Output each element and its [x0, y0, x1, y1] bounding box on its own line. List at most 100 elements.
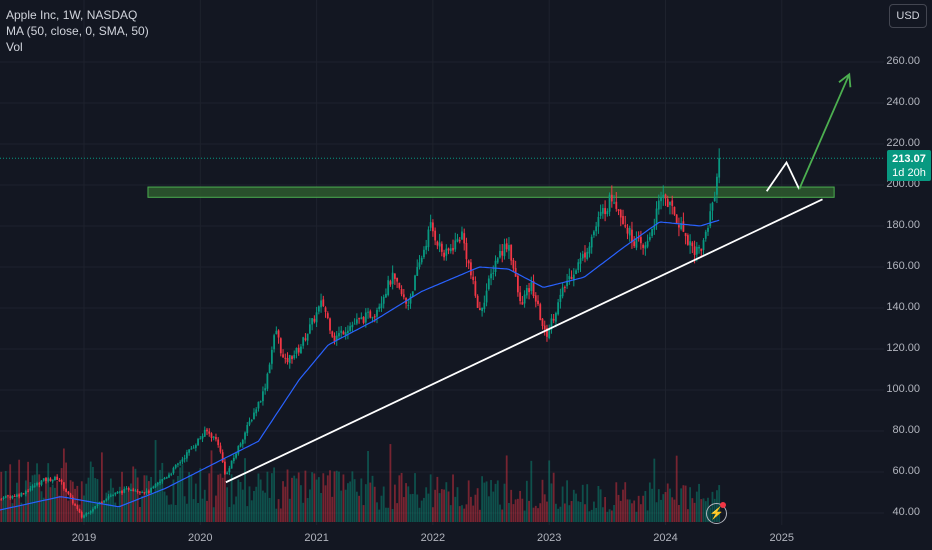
symbol-title[interactable]: Apple Inc, 1W, NASDAQ — [6, 8, 138, 22]
candle-body — [584, 252, 586, 258]
ma-indicator-label[interactable]: MA (50, close, 0, SMA, 50) — [6, 24, 149, 38]
candle-body — [71, 497, 74, 504]
volume-bar — [288, 498, 291, 522]
volume-bar — [65, 462, 68, 522]
candle-body — [78, 509, 81, 513]
volume-bar — [579, 501, 582, 522]
volume-bar — [584, 504, 586, 522]
candle-body — [539, 304, 542, 320]
volume-bar — [165, 495, 168, 522]
volume-bar — [96, 479, 99, 522]
candle-body — [418, 262, 421, 267]
candle-body — [470, 262, 472, 276]
candle-body — [248, 421, 251, 425]
candle-body — [711, 202, 714, 211]
y-tick-label: 160.00 — [886, 260, 920, 272]
volume-bar — [147, 481, 150, 522]
resistance-zone[interactable] — [147, 186, 835, 198]
volume-bar — [619, 500, 622, 522]
volume-bar — [76, 485, 79, 522]
drawings[interactable] — [0, 72, 884, 484]
volume-bar — [275, 508, 278, 522]
volume-bar — [29, 482, 32, 522]
projection-arrow — [798, 73, 851, 190]
volume-label[interactable]: Vol — [6, 40, 23, 54]
candle-body — [523, 294, 526, 304]
candle-body — [657, 200, 660, 210]
volume-bar — [378, 509, 381, 522]
lightning-icon[interactable]: ⚡ — [706, 503, 727, 524]
volume-bar — [168, 504, 170, 522]
volume-bar — [483, 482, 486, 522]
candle-body — [546, 328, 548, 337]
candle-body — [275, 330, 278, 335]
candle-body — [420, 257, 423, 263]
candle-body — [320, 300, 322, 308]
volume-bar — [317, 477, 320, 522]
volume-bar — [320, 492, 322, 522]
candle-body — [177, 463, 179, 465]
volume-bar — [313, 473, 316, 522]
volume-bar — [67, 500, 70, 522]
candle-body — [273, 335, 276, 350]
volume-bar — [465, 504, 468, 522]
volume-bar — [514, 499, 517, 522]
candle-body — [615, 201, 618, 209]
candle-body — [595, 226, 598, 232]
volume-bar — [344, 489, 347, 522]
candle-body — [145, 490, 148, 494]
currency-button[interactable]: USD — [889, 4, 927, 28]
candle-body — [552, 318, 555, 321]
volume-bar — [496, 480, 499, 522]
volume-bar — [593, 501, 595, 522]
volume-bar — [662, 494, 665, 522]
candle-body — [20, 492, 23, 497]
x-tick-label: 2022 — [420, 532, 446, 544]
volume-bar — [36, 463, 38, 522]
candle-body — [440, 243, 443, 252]
y-tick-label: 240.00 — [886, 96, 920, 108]
candle-body — [463, 233, 466, 244]
volume-bar — [610, 510, 613, 522]
volume-bar — [262, 490, 264, 522]
volume-bar — [530, 460, 533, 522]
volume-bar — [472, 505, 475, 522]
volume-bar — [109, 478, 112, 522]
volume-bar — [373, 486, 376, 522]
volume-bar — [190, 475, 193, 522]
candle-body — [566, 280, 568, 287]
candle-body — [456, 238, 459, 242]
candle-body — [33, 485, 36, 487]
volume-bar — [445, 482, 448, 522]
volume-bar — [478, 509, 481, 522]
volume-bar — [268, 497, 271, 522]
volume-bar — [154, 440, 157, 522]
candle-body — [259, 401, 262, 403]
candle-body — [393, 273, 396, 279]
candle-body — [257, 401, 260, 409]
volume-bar — [47, 463, 50, 522]
volume-bar — [648, 482, 651, 522]
volume-bar — [302, 502, 305, 522]
candle-body — [608, 194, 611, 212]
candle-body — [490, 273, 492, 279]
candle-body — [51, 479, 54, 482]
volume-bar — [467, 480, 470, 522]
volume-bar — [561, 486, 564, 522]
candle-body — [317, 306, 320, 312]
volume-bar — [398, 475, 401, 522]
candle-body — [474, 281, 477, 296]
candle-body — [704, 231, 707, 239]
volume-bar — [156, 482, 159, 522]
volume-bar — [217, 474, 220, 522]
volume-bar — [559, 506, 562, 522]
candle-body — [673, 206, 676, 215]
volume-bar — [402, 497, 405, 522]
candle-body — [67, 491, 70, 494]
volume-bar — [232, 504, 235, 522]
volume-bar — [601, 507, 604, 522]
volume-bar — [604, 496, 607, 522]
candle-body — [411, 291, 414, 297]
candle-body — [579, 258, 582, 264]
